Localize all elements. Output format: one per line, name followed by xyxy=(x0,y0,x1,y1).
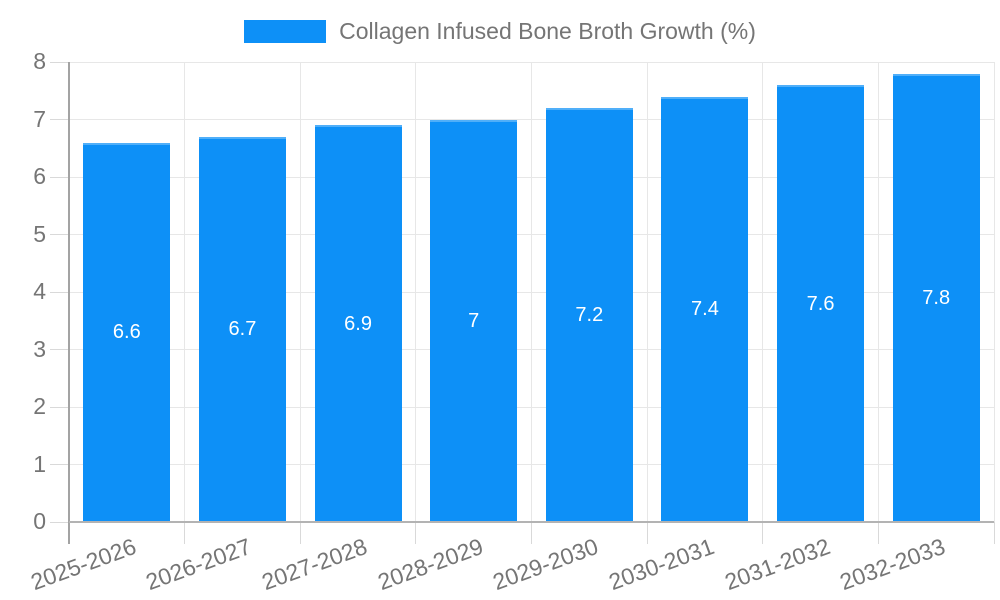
bar xyxy=(314,125,402,522)
x-tick xyxy=(646,522,648,544)
y-axis-line xyxy=(68,62,70,544)
y-tick xyxy=(50,234,69,235)
x-gridline xyxy=(299,62,301,522)
legend-label: Collagen Infused Bone Broth Growth (%) xyxy=(339,18,756,44)
bar-value-label: 7.4 xyxy=(691,298,719,321)
x-axis-label: 2030-2031 xyxy=(605,533,718,596)
x-axis-label: 2026-2027 xyxy=(142,533,255,596)
y-axis-label: 0 xyxy=(33,508,46,534)
x-tick xyxy=(993,522,995,544)
x-axis-label: 2032-2033 xyxy=(836,533,949,596)
legend-swatch xyxy=(244,20,327,43)
y-axis-label: 4 xyxy=(33,278,46,304)
x-axis-line xyxy=(69,521,994,523)
bar-value-label: 7 xyxy=(468,309,480,332)
x-tick xyxy=(877,522,879,544)
bar-value-label: 6.9 xyxy=(344,312,372,335)
x-axis-label: 2031-2032 xyxy=(720,533,834,596)
y-tick xyxy=(50,176,69,178)
y-tick xyxy=(50,61,69,63)
bar-value-label: 6.7 xyxy=(228,318,257,341)
bar-value-label: 7.6 xyxy=(806,292,835,315)
x-gridline xyxy=(415,62,417,522)
x-axis-label: 2025-2026 xyxy=(27,533,140,596)
bar-value-label: 7.8 xyxy=(922,286,951,309)
x-axis-label: 2027-2028 xyxy=(258,533,371,596)
y-axis-label: 8 xyxy=(33,48,46,74)
x-tick xyxy=(531,522,532,544)
x-tick xyxy=(415,522,417,544)
bar xyxy=(777,85,865,522)
bar-value-label: 7.2 xyxy=(575,304,604,326)
y-axis-label: 2 xyxy=(33,393,46,419)
x-gridline xyxy=(877,62,879,522)
x-tick xyxy=(762,522,764,544)
bar xyxy=(545,108,633,522)
x-gridline xyxy=(184,62,186,522)
x-gridline xyxy=(646,62,648,522)
bar xyxy=(83,142,171,522)
y-tick xyxy=(50,291,69,293)
x-tick xyxy=(299,522,301,544)
y-axis-label: 3 xyxy=(33,335,46,362)
x-gridline xyxy=(993,62,995,522)
bar-value-label: 6.6 xyxy=(112,321,141,344)
x-axis-label: 2028-2029 xyxy=(373,533,487,596)
x-gridline xyxy=(531,62,532,522)
bar xyxy=(661,96,749,522)
y-axis-label: 7 xyxy=(33,105,46,132)
y-tick xyxy=(50,521,69,523)
bar xyxy=(430,119,518,522)
bar xyxy=(198,136,286,522)
bar xyxy=(892,73,980,522)
y-tick xyxy=(50,349,69,350)
y-tick xyxy=(50,406,69,408)
y-axis-label: 5 xyxy=(33,220,46,247)
x-axis-label: 2029-2030 xyxy=(489,533,602,596)
chart-legend: Collagen Infused Bone Broth Growth (%) xyxy=(0,18,1000,45)
x-gridline xyxy=(762,62,764,522)
y-axis-label: 1 xyxy=(33,450,46,477)
y-axis-label: 6 xyxy=(33,163,46,189)
y-tick xyxy=(50,464,69,465)
x-tick xyxy=(184,522,186,544)
y-tick xyxy=(50,119,69,120)
